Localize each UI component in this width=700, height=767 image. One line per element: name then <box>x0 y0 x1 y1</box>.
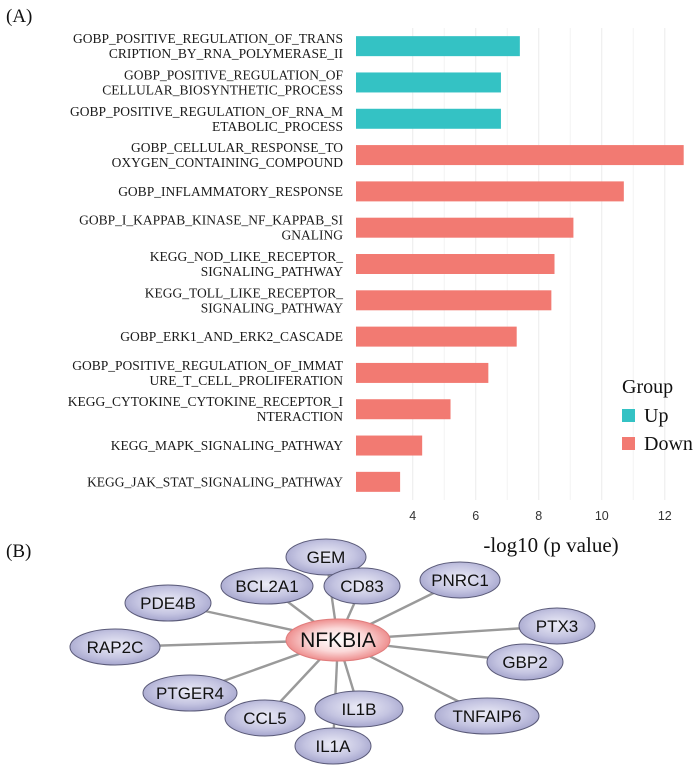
panel-b-label: (B) <box>6 541 31 562</box>
node-label-pnrc1: PNRC1 <box>431 571 489 590</box>
bar-13 <box>356 471 401 492</box>
x-tick-10: 10 <box>595 509 609 523</box>
node-label-gem: GEM <box>307 548 346 567</box>
category-label-6-line-1: GOBP_I_KAPPAB_KINASE_NF_KAPPAB_SI <box>79 213 343 228</box>
category-label-12-line-1: KEGG_MAPK_SIGNALING_PATHWAY <box>111 438 344 453</box>
bar-4 <box>356 145 684 166</box>
bar-11 <box>356 399 451 420</box>
category-label-10-line-1: GOBP_POSITIVE_REGULATION_OF_IMMAT <box>72 358 344 373</box>
category-label-3-line-2: ETABOLIC_PROCESS <box>212 119 343 134</box>
hub-node-label: NFKBIA <box>300 629 376 652</box>
bar-1 <box>356 36 520 57</box>
node-il1a <box>294 727 372 765</box>
node-ccl5 <box>224 699 306 737</box>
category-label-3-line-1: GOBP_POSITIVE_REGULATION_OF_RNA_M <box>70 104 343 119</box>
legend-label-down: Down <box>644 433 693 455</box>
category-label-10-line-2: URE_T_CELL_PROLIFERATION <box>150 373 344 388</box>
category-label-8-line-2: SIGNALING_PATHWAY <box>201 300 344 315</box>
network-nodes: GEM BCL2A1 CD83 PNRC1 PDE4B PTX3 RAP2C GBP2 PTGE… <box>69 538 596 765</box>
node-ptger4 <box>142 674 238 712</box>
node-label-tnfaip6: TNFAIP6 <box>453 707 522 726</box>
x-tick-6: 6 <box>472 509 479 523</box>
node-label-gbp2: GBP2 <box>502 653 547 672</box>
chart-x-tick-labels: 4 6 8 10 12 <box>409 509 672 523</box>
legend-label-up: Up <box>644 405 668 427</box>
bar-5 <box>356 181 624 202</box>
node-label-ptger4: PTGER4 <box>156 684 224 703</box>
category-label-6-line-2: GNALING <box>282 228 344 243</box>
category-label-4-line-1: GOBP_CELLULAR_RESPONSE_TO <box>131 140 343 155</box>
node-label-il1b: IL1B <box>342 700 377 719</box>
node-il1b <box>314 690 404 728</box>
bar-9 <box>356 326 517 347</box>
category-label-2-line-1: GOBP_POSITIVE_REGULATION_OF <box>124 67 343 82</box>
node-bcl2a1 <box>220 567 314 605</box>
node-label-ccl5: CCL5 <box>243 709 286 728</box>
category-label-7-line-2: SIGNALING_PATHWAY <box>201 264 344 279</box>
legend: Group Up Down <box>622 376 693 455</box>
node-label-bcl2a1: BCL2A1 <box>235 577 298 596</box>
node-rap2c <box>69 628 161 666</box>
x-tick-8: 8 <box>535 509 542 523</box>
x-tick-4: 4 <box>409 509 416 523</box>
bar-10 <box>356 362 489 383</box>
node-cd83 <box>323 567 401 605</box>
category-label-1-line-2: CRIPTION_BY_RNA_POLYMERASE_II <box>109 46 344 61</box>
bar-12 <box>356 435 423 456</box>
bar-7 <box>356 254 555 274</box>
category-label-5-line-1: GOBP_INFLAMMATORY_RESPONSE <box>118 184 343 199</box>
bar-2 <box>356 72 501 93</box>
category-label-2-line-2: CELLULAR_BIOSYNTHETIC_PROCESS <box>102 82 343 97</box>
legend-swatch-up <box>622 409 635 422</box>
node-ptx3 <box>518 607 596 645</box>
node-label-il1a: IL1A <box>316 737 352 756</box>
chart-category-labels: GOBP_POSITIVE_REGULATION_OF_TRANSCRIPTIO… <box>68 31 344 489</box>
node-label-rap2c: RAP2C <box>87 638 144 657</box>
node-gbp2 <box>486 643 564 681</box>
legend-swatch-down <box>622 437 635 450</box>
category-label-11-line-1: KEGG_CYTOKINE_CYTOKINE_RECEPTOR_I <box>68 394 344 409</box>
category-label-7-line-1: KEGG_NOD_LIKE_RECEPTOR_ <box>150 249 343 264</box>
category-label-13-line-1: KEGG_JAK_STAT_SIGNALING_PATHWAY <box>87 474 343 489</box>
node-label-ptx3: PTX3 <box>536 617 579 636</box>
bar-6 <box>356 217 574 238</box>
category-label-9-line-1: GOBP_ERK1_AND_ERK2_CASCADE <box>120 329 343 344</box>
node-pde4b <box>124 584 212 622</box>
legend-title: Group <box>622 376 673 398</box>
category-label-1-line-1: GOBP_POSITIVE_REGULATION_OF_TRANS <box>73 31 343 46</box>
category-label-11-line-2: NTERACTION <box>257 409 343 424</box>
node-label-cd83: CD83 <box>340 577 383 596</box>
category-label-8-line-1: KEGG_TOLL_LIKE_RECEPTOR_ <box>145 285 343 300</box>
panel-a-label: (A) <box>6 6 32 27</box>
x-axis-title: -log10 (p value) <box>483 533 618 557</box>
category-label-4-line-2: OXYGEN_CONTAINING_COMPOUND <box>112 155 344 170</box>
node-gem <box>285 538 367 576</box>
bar-8 <box>356 290 552 311</box>
bar-3 <box>356 108 501 129</box>
node-tnfaip6 <box>434 697 540 735</box>
x-tick-12: 12 <box>658 509 672 523</box>
node-pnrc1 <box>419 561 501 599</box>
chart-bars <box>356 36 684 492</box>
node-label-pde4b: PDE4B <box>140 594 196 613</box>
hub-node <box>285 618 391 662</box>
